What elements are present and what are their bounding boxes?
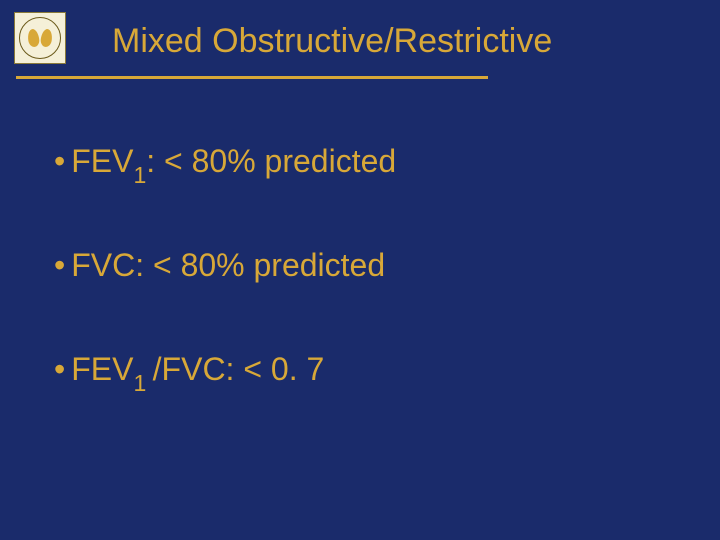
lungs-icon <box>19 17 61 59</box>
bullet-item: •FEV1: < 80% predicted <box>54 142 396 186</box>
bullet-prefix: FEV <box>71 351 133 387</box>
bullet-subscript: 1 <box>133 162 146 188</box>
bullet-item: •FEV1 /FVC: < 0. 7 <box>54 350 396 394</box>
bullet-dot: • <box>54 142 65 180</box>
bullet-suffix: : < 80% predicted <box>146 143 396 179</box>
slide-title: Mixed Obstructive/Restrictive <box>112 22 552 61</box>
bullet-suffix: /FVC: < 0. 7 <box>153 351 325 387</box>
bullet-prefix: FVC: < 80% predicted <box>71 247 385 283</box>
bullet-prefix: FEV <box>71 143 133 179</box>
bullet-subscript: 1 <box>133 370 152 396</box>
bullet-dot: • <box>54 246 65 284</box>
bullet-dot: • <box>54 350 65 388</box>
bullet-item: •FVC: < 80% predicted <box>54 246 396 290</box>
bullet-list: •FEV1: < 80% predicted •FVC: < 80% predi… <box>54 142 396 454</box>
logo-badge <box>14 12 66 64</box>
title-underline <box>16 76 488 79</box>
